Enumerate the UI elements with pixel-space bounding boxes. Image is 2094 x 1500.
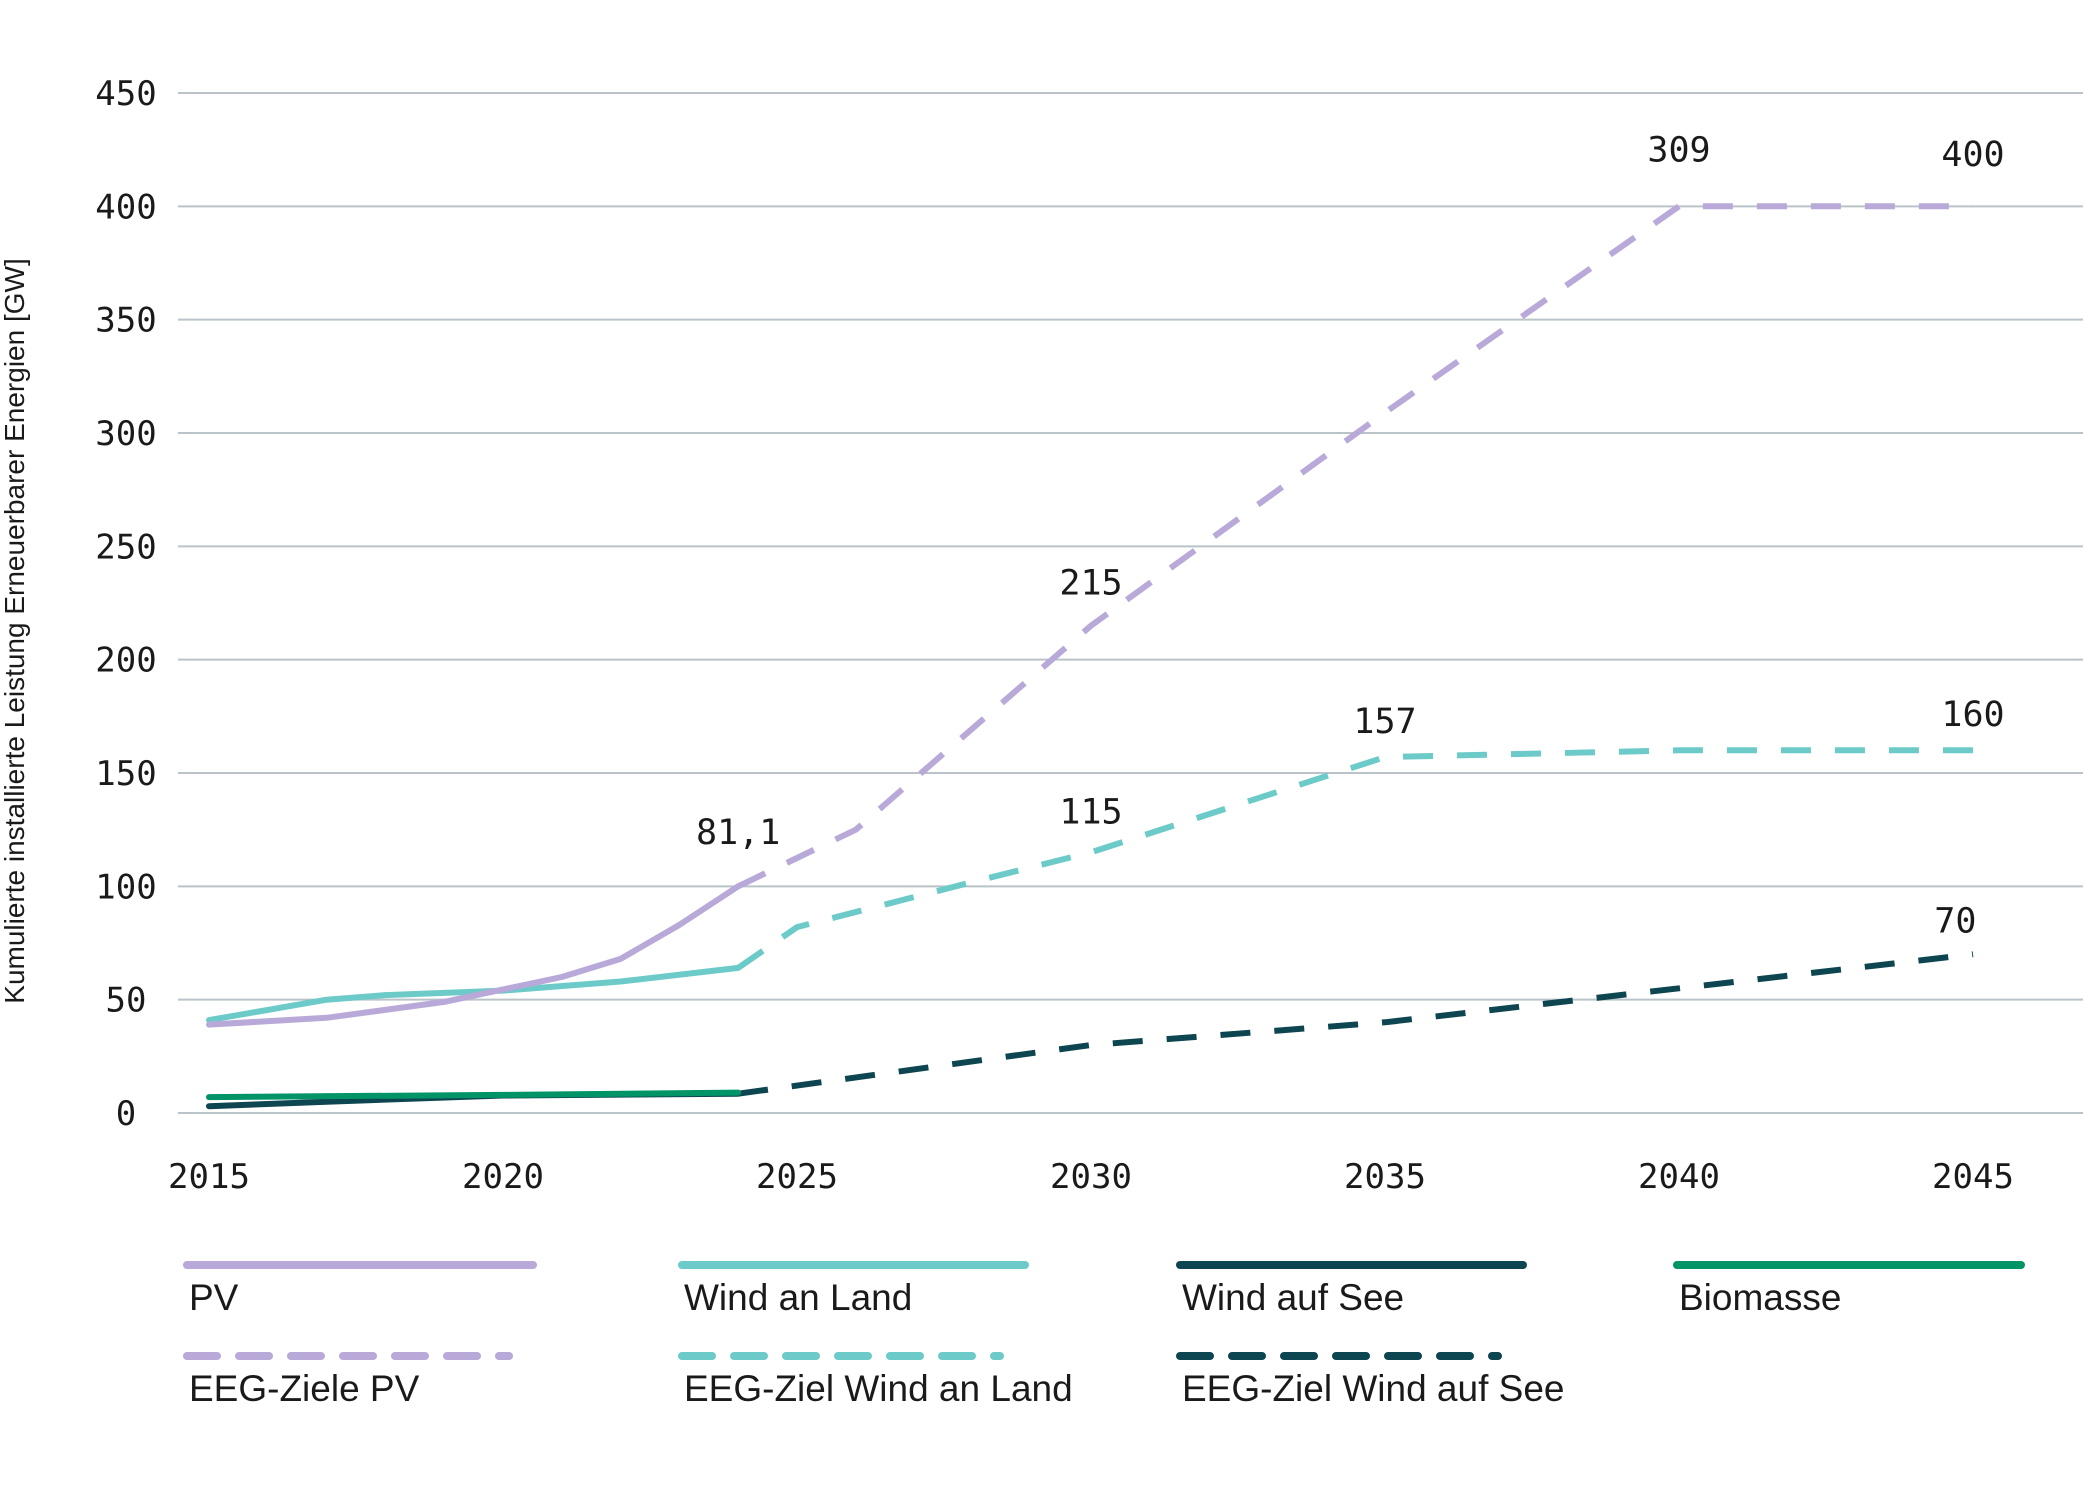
y-axis-label: Kumulierte installierte Leistung Erneuer… <box>0 258 30 1003</box>
legend-label: Biomasse <box>1679 1277 1841 1318</box>
y-tick-label: 400 <box>95 187 156 227</box>
y-tick-label: 150 <box>95 754 156 794</box>
data-label: 70 <box>1934 901 1976 941</box>
y-tick-label: 350 <box>95 301 156 341</box>
series-line-5 <box>736 747 1973 971</box>
y-axis-ticks: 0 50 100 150 200 250 300 350 400 450 <box>95 74 156 1134</box>
data-annotations: 81,1 215 309 400 115 157 160 70 <box>696 131 2005 942</box>
legend-label: Wind auf See <box>1182 1277 1404 1318</box>
series-line-1 <box>206 964 742 1024</box>
series-line-3 <box>206 1089 742 1101</box>
series-line-0 <box>206 883 742 1028</box>
data-label: 115 <box>1059 793 1122 833</box>
y-tick-label: 450 <box>95 74 156 114</box>
x-axis-ticks: 2015 2020 2025 2030 2035 2040 2045 <box>168 1157 2014 1197</box>
x-tick-label: 2040 <box>1638 1157 1720 1197</box>
data-label: 160 <box>1941 695 2004 735</box>
legend-label: EEG-Ziele PV <box>189 1368 420 1409</box>
legend-label: EEG-Ziel Wind auf See <box>1182 1368 1564 1409</box>
y-tick-label: 200 <box>95 641 156 681</box>
series-line-6 <box>737 951 1974 1097</box>
legend-label: EEG-Ziel Wind an Land <box>684 1368 1073 1409</box>
x-tick-label: 2045 <box>1932 1157 2014 1197</box>
data-label: 309 <box>1647 131 1710 171</box>
x-tick-label: 2035 <box>1344 1157 1426 1197</box>
x-tick-label: 2025 <box>756 1157 838 1197</box>
y-tick-label: 300 <box>95 414 156 454</box>
y-tick-label: 250 <box>95 527 156 567</box>
x-tick-label: 2020 <box>462 1157 544 1197</box>
y-tick-label: 100 <box>95 867 156 907</box>
data-label: 81,1 <box>696 813 780 853</box>
series-line-4 <box>736 203 1973 890</box>
y-tick-label: 50 <box>106 981 147 1021</box>
legend-label: Wind an Land <box>684 1277 912 1318</box>
data-label: 400 <box>1941 135 2004 175</box>
data-label: 157 <box>1353 702 1416 742</box>
grid-lines <box>178 92 2083 1114</box>
x-tick-label: 2030 <box>1050 1157 1132 1197</box>
y-tick-label: 0 <box>116 1094 136 1134</box>
data-label: 215 <box>1059 564 1122 604</box>
x-tick-label: 2015 <box>168 1157 250 1197</box>
legend-label: PV <box>189 1277 239 1318</box>
series-lines <box>206 203 1974 1110</box>
legend: PV Wind an Land Wind auf See Biomasse EEG-Zi… <box>183 1261 2025 1409</box>
